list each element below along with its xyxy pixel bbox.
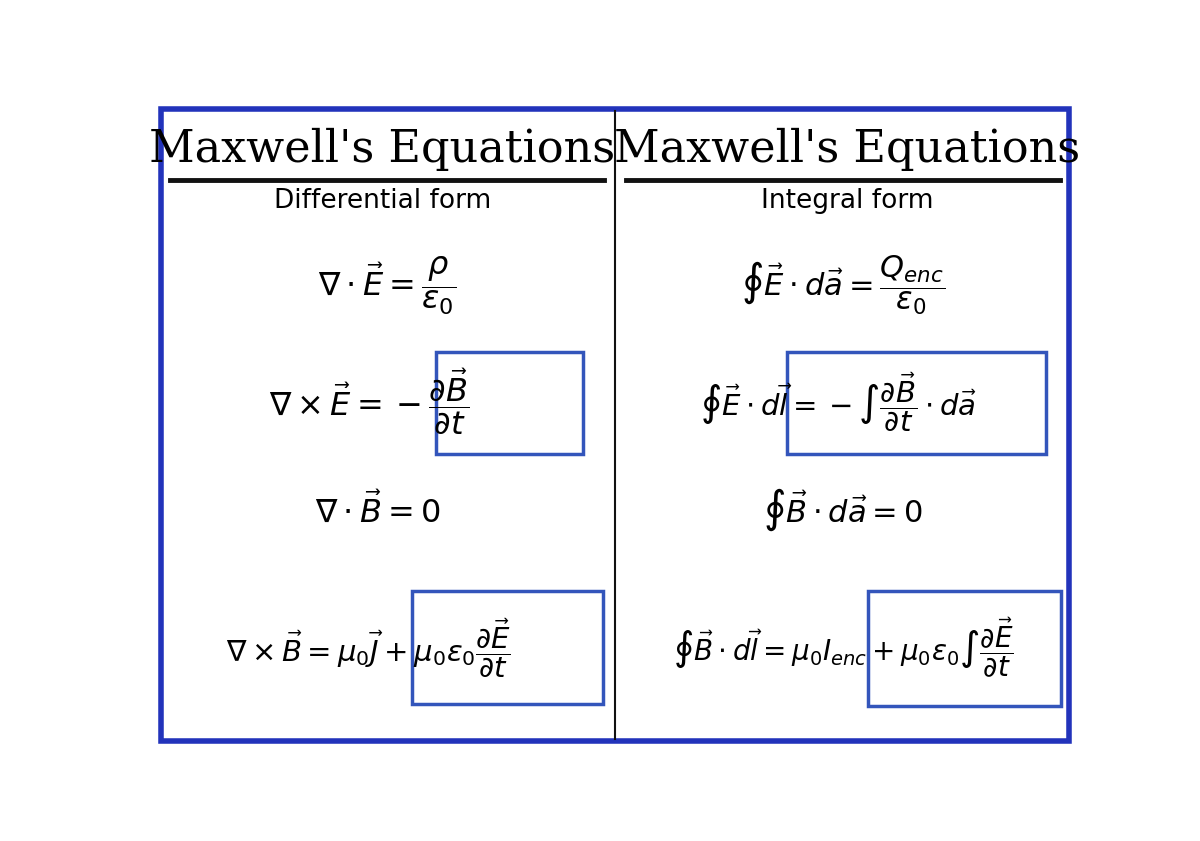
Text: Maxwell's Equations: Maxwell's Equations — [614, 128, 1080, 171]
FancyBboxPatch shape — [787, 352, 1045, 454]
Text: $\oint \vec{E} \cdot d\vec{a} = \dfrac{Q_{enc}}{\varepsilon_0}$: $\oint \vec{E} \cdot d\vec{a} = \dfrac{Q… — [740, 254, 944, 317]
Text: $\nabla \times \vec{B} = \mu_0\vec{J} + \mu_0\varepsilon_0 \dfrac{\partial \vec{: $\nabla \times \vec{B} = \mu_0\vec{J} + … — [226, 616, 511, 680]
Text: $\nabla \cdot \vec{E} = \dfrac{\rho}{\varepsilon_0}$: $\nabla \cdot \vec{E} = \dfrac{\rho}{\va… — [318, 254, 456, 317]
Text: Integral form: Integral form — [761, 188, 934, 214]
Text: Differential form: Differential form — [274, 188, 491, 214]
Text: $\oint \vec{B} \cdot d\vec{a} = 0$: $\oint \vec{B} \cdot d\vec{a} = 0$ — [763, 487, 923, 533]
Text: Maxwell's Equations: Maxwell's Equations — [150, 128, 616, 171]
FancyBboxPatch shape — [161, 108, 1069, 741]
FancyBboxPatch shape — [868, 591, 1062, 706]
FancyBboxPatch shape — [437, 352, 583, 454]
Text: $\nabla \times \vec{E} = -\dfrac{\partial \vec{B}}{\partial t}$: $\nabla \times \vec{E} = -\dfrac{\partia… — [269, 367, 468, 437]
Text: $\oint \vec{E} \cdot d\vec{l} = -\int\dfrac{\partial \vec{B}}{\partial t} \cdot : $\oint \vec{E} \cdot d\vec{l} = -\int\df… — [700, 370, 977, 434]
FancyBboxPatch shape — [413, 591, 602, 705]
Text: $\oint \vec{B} \cdot d\vec{l} = \mu_0 I_{enc} + \mu_0\varepsilon_0 \int\dfrac{\p: $\oint \vec{B} \cdot d\vec{l} = \mu_0 I_… — [672, 616, 1013, 680]
Text: $\nabla \cdot \vec{B} = 0$: $\nabla \cdot \vec{B} = 0$ — [316, 492, 440, 528]
